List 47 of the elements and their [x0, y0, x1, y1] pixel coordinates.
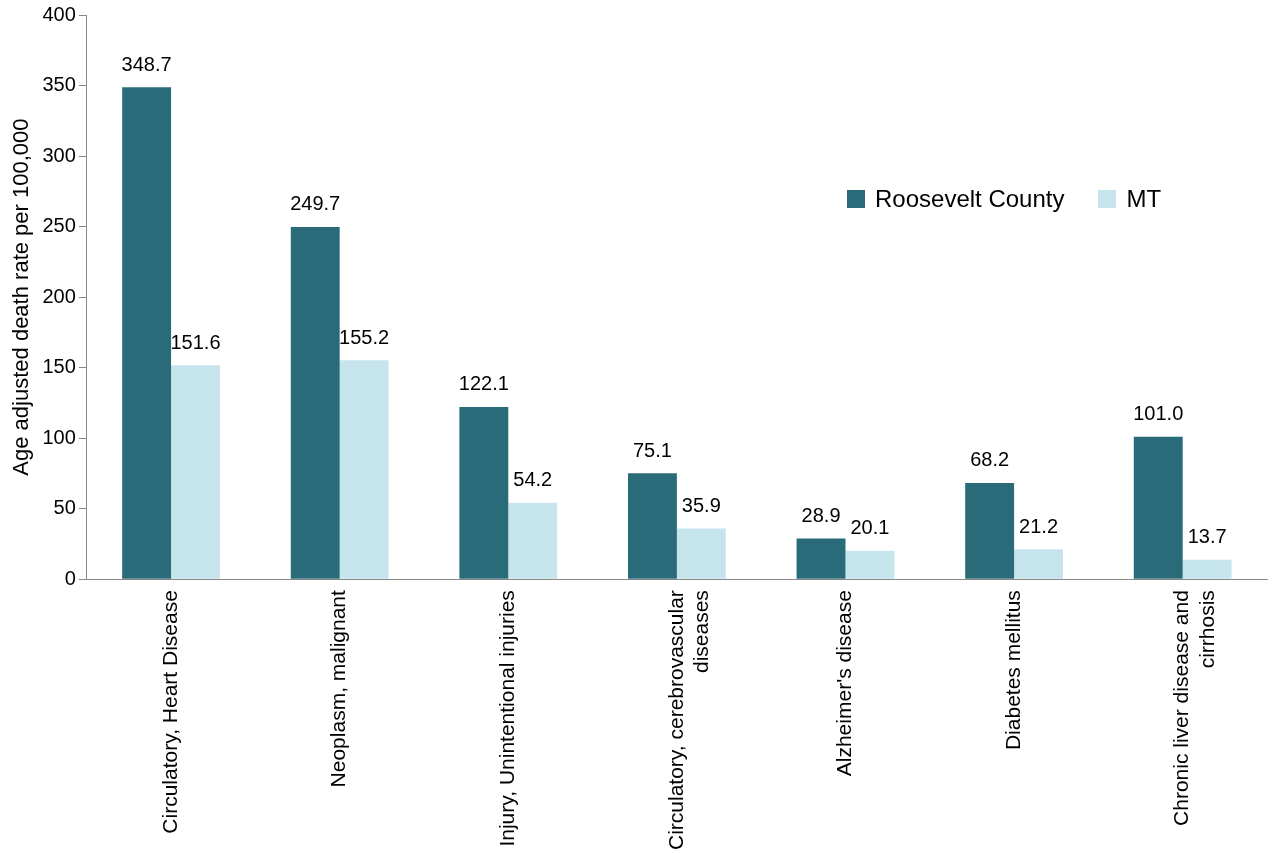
legend-label: MT: [1126, 185, 1162, 213]
legend-label: Roosevelt County: [875, 185, 1065, 213]
bar: [845, 550, 895, 579]
data-label: 68.2: [970, 448, 1010, 471]
bar: [965, 482, 1015, 579]
bar: [339, 360, 389, 579]
x-tick-label: Alzheimer's disease: [832, 590, 856, 777]
x-tick-label: Diabetes mellitus: [1000, 590, 1024, 751]
x-tick-label: Neoplasm, malignant: [326, 589, 350, 788]
bar: [171, 365, 220, 579]
x-tick-label: Chronic liver disease and cirrhosis: [1169, 590, 1218, 826]
data-label: 75.1: [632, 438, 672, 461]
data-label: 13.7: [1187, 525, 1227, 548]
y-tick-label: 50: [53, 496, 76, 519]
x-tick-label: Circulatory, Heart Disease: [157, 590, 181, 834]
bar: [290, 226, 340, 579]
data-label: 54.2: [513, 468, 553, 491]
bar: [796, 538, 846, 579]
y-tick-label: 0: [64, 566, 76, 589]
data-label: 35.9: [681, 494, 721, 517]
y-tick-label: 350: [42, 73, 76, 96]
data-label: 122.1: [458, 372, 509, 395]
bar: [1182, 559, 1232, 579]
data-label: 155.2: [339, 325, 390, 348]
bar: [627, 473, 677, 579]
y-tick-label: 150: [42, 355, 76, 378]
data-label: 101.0: [1133, 402, 1184, 425]
y-tick-label: 400: [42, 2, 76, 25]
data-label: 28.9: [801, 503, 841, 526]
x-tick-label: Injury, Unintentional injuries: [495, 590, 519, 847]
bar: [122, 87, 172, 579]
bar: [1014, 549, 1063, 579]
bar: [1133, 436, 1183, 579]
y-axis-title: Age adjusted death rate per 100,000: [8, 118, 34, 476]
x-tick-label: Circulatory, cerebrovascular diseases: [663, 590, 712, 851]
bar: [676, 528, 726, 579]
y-tick-label: 300: [42, 143, 76, 166]
data-label: 151.6: [170, 330, 221, 353]
data-label: 348.7: [121, 52, 172, 75]
data-label: 20.1: [850, 516, 890, 539]
data-label: 21.2: [1019, 514, 1059, 537]
y-tick-label: 250: [42, 214, 76, 237]
y-tick-label: 200: [42, 284, 76, 307]
bar: [459, 406, 509, 579]
y-tick-label: 100: [42, 425, 76, 448]
bar: [508, 502, 558, 579]
data-label: 249.7: [290, 192, 341, 215]
